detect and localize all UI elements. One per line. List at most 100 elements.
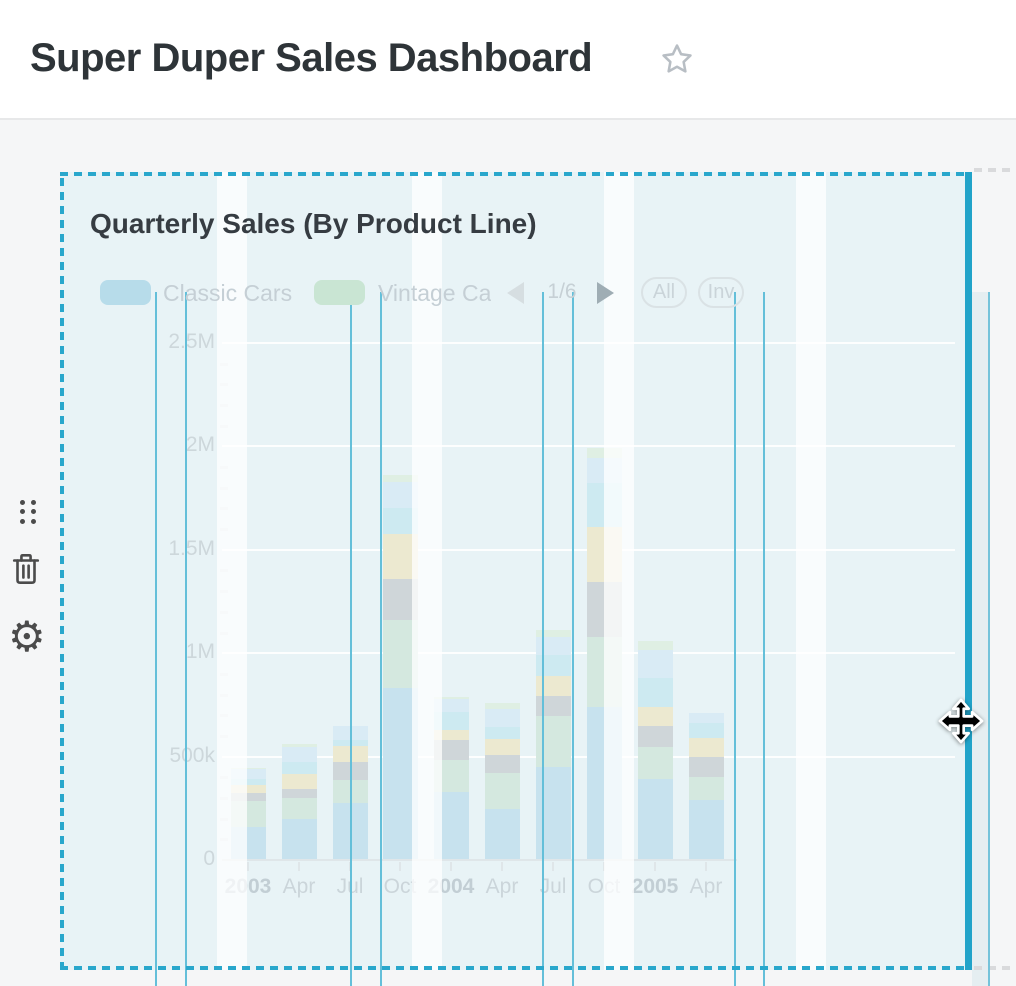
bar-segment-series-6[interactable] xyxy=(281,747,317,762)
favorite-star-icon[interactable] xyxy=(660,42,694,76)
bar-segment-classic-cars[interactable] xyxy=(281,818,317,860)
bar-segment-series-3[interactable] xyxy=(484,754,520,774)
legend-label-vintage-cars[interactable]: Vintage Ca xyxy=(378,280,491,306)
bar-segment-series-5[interactable] xyxy=(382,508,418,535)
selection-border-bottom xyxy=(60,966,972,970)
original-extent-dash-top xyxy=(974,168,1016,172)
bar-segment-series-7[interactable] xyxy=(433,696,469,699)
legend-all-button[interactable]: All xyxy=(641,277,687,308)
grid-column-line xyxy=(734,292,736,986)
x-axis-tick xyxy=(705,862,707,871)
bar-segment-series-3[interactable] xyxy=(637,725,673,748)
legend-label-classic-cars[interactable]: Classic Cars xyxy=(163,280,293,306)
x-axis-tick xyxy=(654,862,656,871)
delete-card-button[interactable] xyxy=(10,552,42,586)
legend-prev-page-icon[interactable] xyxy=(507,282,524,304)
bar-segment-series-6[interactable] xyxy=(433,698,469,712)
bar-segment-series-6[interactable] xyxy=(637,650,673,678)
bar-segment-series-6[interactable] xyxy=(484,709,520,727)
bar-segment-series-4[interactable] xyxy=(382,534,418,579)
bar-segment-vintage-cars[interactable] xyxy=(637,747,673,780)
bar-segment-series-3[interactable] xyxy=(382,578,418,621)
card-settings-button[interactable]: ⚙ xyxy=(8,616,46,658)
resize-edge-right[interactable] xyxy=(965,172,972,970)
bar-segment-series-5[interactable] xyxy=(484,726,520,740)
bar-segment-vintage-cars[interactable] xyxy=(281,797,317,819)
y-axis-label: 500k xyxy=(169,743,215,767)
bar-segment-series-4[interactable] xyxy=(230,784,266,793)
y-axis-label: 2.5M xyxy=(168,330,215,353)
bar-segment-series-3[interactable] xyxy=(688,757,724,778)
y-axis-label: 0 xyxy=(203,847,215,870)
grid-column-line xyxy=(350,292,352,986)
bar-segment-series-4[interactable] xyxy=(637,706,673,726)
legend-inv-button[interactable]: Inv xyxy=(698,277,744,308)
x-axis-tick xyxy=(501,862,503,871)
next-grid-column-strip xyxy=(972,292,988,986)
bar-segment-vintage-cars[interactable] xyxy=(382,620,418,689)
dashboard-canvas: ⚙ 0500k1M1.5M2M2.5M2003AprJulOct2004AprJ… xyxy=(0,120,1016,986)
bar-segment-series-7[interactable] xyxy=(535,630,571,637)
bar-segment-series-6[interactable] xyxy=(688,712,724,723)
trash-icon xyxy=(10,552,42,586)
bar-segment-series-4[interactable] xyxy=(281,774,317,789)
x-axis-tick xyxy=(552,862,554,871)
bar-segment-series-7[interactable] xyxy=(484,702,520,710)
header-divider xyxy=(0,118,1016,120)
bar-segment-series-3[interactable] xyxy=(281,788,317,798)
bar-segment-series-5[interactable] xyxy=(281,761,317,775)
bar-segment-series-4[interactable] xyxy=(688,737,724,757)
grid-column-line xyxy=(763,292,765,986)
bar-segment-series-5[interactable] xyxy=(637,678,673,707)
x-axis-tick xyxy=(298,862,300,871)
bar-segment-series-3[interactable] xyxy=(433,739,469,760)
bar-segment-series-7[interactable] xyxy=(230,767,266,769)
bar-segment-classic-cars[interactable] xyxy=(484,809,520,860)
original-extent-dash-bottom xyxy=(974,966,1016,970)
bar-segment-series-4[interactable] xyxy=(484,739,520,755)
grid-column-line xyxy=(988,292,990,986)
legend-swatch-vintage-cars[interactable] xyxy=(314,280,365,305)
x-axis-label: Apr xyxy=(485,875,519,898)
x-axis-tick xyxy=(399,862,401,871)
legend-swatch-classic-cars[interactable] xyxy=(100,280,151,305)
bar-segment-classic-cars[interactable] xyxy=(535,766,571,860)
grid-column-line xyxy=(185,292,187,986)
bar-segment-series-3[interactable] xyxy=(230,792,266,801)
dashboard-header: Super Duper Sales Dashboard xyxy=(0,0,1016,118)
bar-segment-series-6[interactable] xyxy=(230,768,266,779)
bar-segment-classic-cars[interactable] xyxy=(382,688,418,860)
bar-segment-vintage-cars[interactable] xyxy=(535,716,571,767)
x-axis-tick xyxy=(247,862,249,871)
drag-handle-icon[interactable] xyxy=(17,498,39,526)
x-axis-label: 2005 xyxy=(631,875,679,898)
bar-segment-series-5[interactable] xyxy=(688,722,724,738)
y-axis-label: 1M xyxy=(185,640,215,664)
bar-segment-series-5[interactable] xyxy=(230,778,266,785)
y-axis-label: 1.5M xyxy=(168,536,215,560)
bar-segment-series-7[interactable] xyxy=(637,640,673,651)
bar-segment-series-4[interactable] xyxy=(433,729,469,740)
x-axis-line xyxy=(222,859,737,861)
bar-segment-classic-cars[interactable] xyxy=(688,800,724,860)
y-gridline xyxy=(222,342,955,344)
y-axis-label: 2M xyxy=(185,433,215,457)
dashcard-quarterly-sales[interactable]: 0500k1M1.5M2M2.5M2003AprJulOct2004AprJul… xyxy=(60,172,972,970)
bar-segment-vintage-cars[interactable] xyxy=(688,777,724,801)
grid-gutter xyxy=(796,172,826,970)
legend-next-page-icon[interactable] xyxy=(597,282,614,304)
x-axis-label: Jul xyxy=(539,875,567,898)
grid-gutter xyxy=(412,172,442,970)
bar-segment-series-3[interactable] xyxy=(535,695,571,717)
bar-segment-series-5[interactable] xyxy=(535,655,571,676)
bar-segment-series-4[interactable] xyxy=(535,675,571,696)
bar-segment-series-5[interactable] xyxy=(433,711,469,730)
selection-border-top xyxy=(60,172,972,176)
bar-segment-classic-cars[interactable] xyxy=(637,779,673,860)
bar-segment-series-7[interactable] xyxy=(281,744,317,748)
bar-segment-vintage-cars[interactable] xyxy=(484,773,520,810)
bar-segment-series-6[interactable] xyxy=(382,481,418,509)
bar-segment-series-7[interactable] xyxy=(382,475,418,482)
bar-segment-series-6[interactable] xyxy=(535,636,571,656)
